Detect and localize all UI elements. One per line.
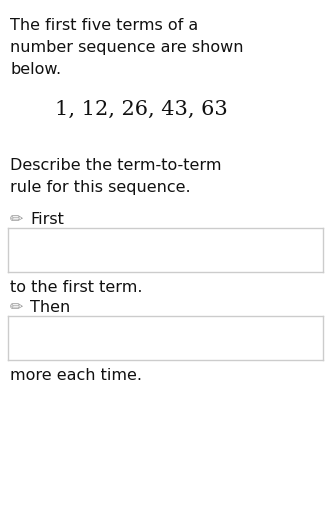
Text: Then: Then bbox=[30, 300, 70, 315]
Text: First: First bbox=[30, 212, 64, 227]
Text: ✏: ✏ bbox=[10, 300, 24, 315]
Text: The first five terms of a: The first five terms of a bbox=[10, 18, 198, 33]
Text: Describe the term-to-term: Describe the term-to-term bbox=[10, 158, 221, 173]
Text: below.: below. bbox=[10, 62, 61, 77]
Text: 1, 12, 26, 43, 63: 1, 12, 26, 43, 63 bbox=[55, 100, 228, 119]
Text: ✏: ✏ bbox=[10, 212, 24, 227]
Text: to the first term.: to the first term. bbox=[10, 280, 143, 295]
Text: number sequence are shown: number sequence are shown bbox=[10, 40, 244, 55]
Text: rule for this sequence.: rule for this sequence. bbox=[10, 180, 191, 195]
Text: more each time.: more each time. bbox=[10, 368, 142, 383]
